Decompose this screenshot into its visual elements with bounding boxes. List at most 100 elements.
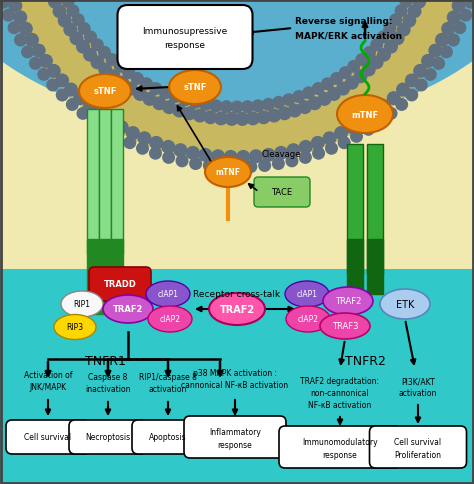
Text: Immunomodulatory: Immunomodulatory [302,438,378,447]
Ellipse shape [323,287,373,316]
Text: Inflammatory: Inflammatory [209,428,261,437]
Text: TRAF2 degradtation:: TRAF2 degradtation: [301,377,380,386]
Circle shape [395,99,408,112]
Circle shape [330,73,343,86]
FancyBboxPatch shape [6,420,90,454]
Circle shape [356,115,370,128]
Circle shape [46,79,59,92]
Circle shape [25,34,39,48]
Circle shape [182,107,197,121]
Text: PI3K/AKT: PI3K/AKT [401,377,435,386]
Circle shape [347,60,360,74]
Ellipse shape [320,313,370,339]
Circle shape [274,147,288,161]
Circle shape [161,140,175,154]
Circle shape [241,101,254,114]
Circle shape [356,54,368,67]
Ellipse shape [169,71,221,105]
Circle shape [106,54,118,67]
Circle shape [336,82,350,96]
Circle shape [203,111,218,125]
Circle shape [230,101,244,114]
Circle shape [350,131,363,144]
Text: Cleavage: Cleavage [262,150,301,159]
Circle shape [312,148,325,160]
Circle shape [354,70,367,84]
FancyBboxPatch shape [184,416,286,458]
Circle shape [370,56,383,70]
Bar [367,145,383,274]
Circle shape [377,31,390,44]
Circle shape [441,23,455,37]
Circle shape [19,23,33,37]
FancyBboxPatch shape [370,426,466,468]
Circle shape [133,88,147,102]
Bar [0,270,474,484]
Circle shape [384,41,398,55]
Circle shape [299,140,313,154]
Circle shape [428,45,442,59]
Circle shape [377,100,391,114]
Ellipse shape [285,281,329,307]
Text: Apoptosis: Apoptosis [149,433,187,441]
Circle shape [384,107,398,121]
Circle shape [440,46,453,59]
Circle shape [199,149,212,163]
Circle shape [14,34,27,47]
Text: activation: activation [149,385,187,393]
Circle shape [277,107,292,121]
Circle shape [435,34,449,48]
Circle shape [9,0,22,14]
Text: RIP1: RIP1 [73,300,91,309]
Circle shape [397,24,410,37]
Text: Proliferation: Proliferation [394,451,441,459]
Circle shape [367,107,381,121]
Circle shape [21,46,34,59]
FancyBboxPatch shape [118,6,253,70]
Ellipse shape [286,306,330,333]
Circle shape [362,123,375,136]
Circle shape [55,74,69,88]
Text: activation: activation [399,389,437,398]
Circle shape [140,78,153,91]
Circle shape [84,31,97,44]
Bar [347,240,363,294]
Bar [367,240,383,294]
FancyBboxPatch shape [132,420,204,454]
Circle shape [137,132,152,146]
Circle shape [104,115,118,128]
Circle shape [334,127,348,141]
Circle shape [115,121,128,135]
Circle shape [362,63,376,77]
Circle shape [405,74,419,88]
Circle shape [107,70,120,84]
Circle shape [8,22,20,35]
Circle shape [452,0,465,14]
Circle shape [98,63,112,77]
Circle shape [131,73,144,86]
Text: cannonical NF-κB activation: cannonical NF-κB activation [182,381,289,390]
Circle shape [413,65,427,79]
Circle shape [286,144,301,158]
Circle shape [62,0,74,9]
Circle shape [230,161,244,174]
FancyBboxPatch shape [89,268,151,302]
Circle shape [64,83,78,97]
Circle shape [321,78,334,91]
Text: TRAF2: TRAF2 [335,297,361,306]
Circle shape [149,136,163,151]
Circle shape [58,15,72,29]
Circle shape [400,0,412,9]
Text: NF-κB activation: NF-κB activation [309,401,372,409]
Circle shape [383,23,396,36]
Circle shape [29,58,42,71]
Circle shape [53,5,66,19]
Ellipse shape [54,315,96,340]
Circle shape [2,10,15,23]
Circle shape [288,104,302,118]
Circle shape [267,109,281,123]
Circle shape [73,92,87,106]
Circle shape [405,89,418,102]
Circle shape [186,147,200,161]
Circle shape [199,99,212,112]
